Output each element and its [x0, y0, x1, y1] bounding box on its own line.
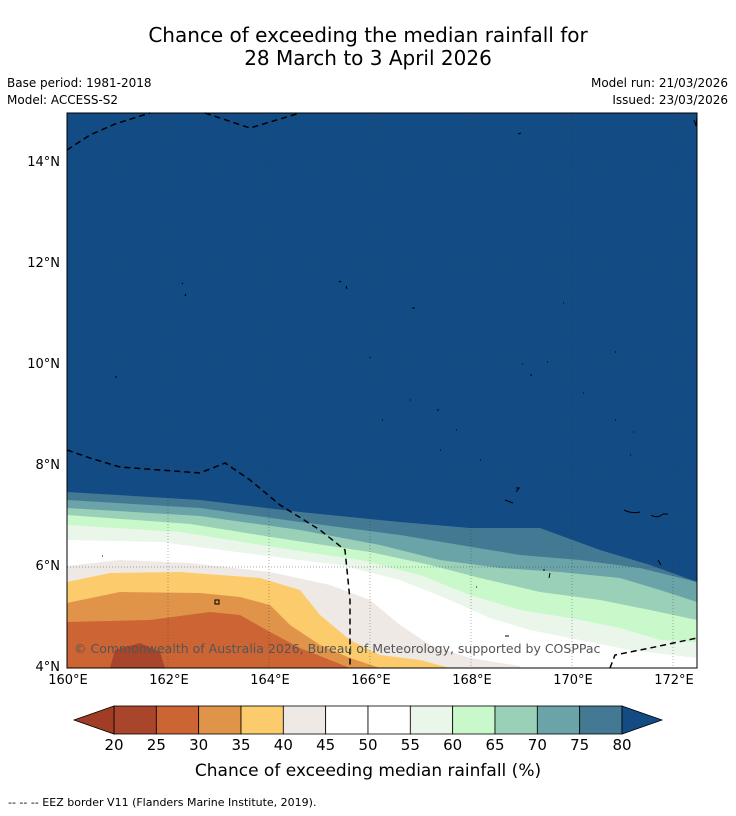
chart-title-line1: Chance of exceeding the median rainfall …: [148, 23, 588, 47]
colorbar-swatch: [240, 705, 284, 735]
colorbar-label: 35: [231, 736, 251, 754]
colorbar-swatch: [536, 705, 581, 735]
issued-date: Issued: 23/03/2026: [612, 93, 728, 107]
map-frame: [66, 112, 698, 669]
lon-tick: 160°E: [48, 673, 88, 688]
colorbar-title: Chance of exceeding median rainfall (%): [194, 761, 542, 781]
colorbar-label: 60: [443, 736, 463, 754]
colorbar: [72, 705, 664, 735]
colorbar-swatch: [409, 705, 454, 735]
colorbar-under-arrow: [72, 705, 115, 735]
lon-tick: 162°E: [149, 673, 189, 688]
lat-tick: 4°N: [35, 660, 61, 675]
colorbar-label: 40: [273, 736, 293, 754]
colorbar-label: 50: [358, 736, 378, 754]
base-period: Base period: 1981-2018: [7, 76, 152, 90]
colorbar-label: 45: [316, 736, 336, 754]
lat-tick: 6°N: [35, 559, 61, 574]
eez-borders: [66, 112, 698, 669]
model-run: Model run: 21/03/2026: [590, 76, 728, 90]
chart-title-line2: 28 March to 3 April 2026: [244, 46, 492, 70]
colorbar-label: 75: [570, 736, 590, 754]
lat-tick: 12°N: [27, 256, 60, 271]
copyright-text: © Commonwealth of Australia 2026, Bureau…: [74, 641, 600, 656]
lon-tick: 164°E: [250, 673, 290, 688]
colorbar-swatch: [282, 705, 327, 735]
band-20: [110, 643, 165, 668]
model-name: Model: ACCESS-S2: [7, 93, 119, 107]
lat-tick: 8°N: [35, 458, 61, 473]
gridlines: [67, 113, 697, 668]
colorbar-swatch: [367, 705, 411, 735]
colorbar-swatch: [452, 705, 496, 735]
colorbar-swatch: [113, 705, 157, 735]
colorbar-swatch: [155, 705, 200, 735]
colorbar-swatch: [579, 705, 623, 735]
colorbar-label: 25: [146, 736, 166, 754]
colorbar-label: 70: [527, 736, 547, 754]
lon-tick: 170°E: [553, 673, 593, 688]
lon-tick: 172°E: [654, 673, 694, 688]
lat-tick: 10°N: [27, 357, 60, 372]
colorbar-label: 20: [104, 736, 124, 754]
colorbar-swatch: [325, 705, 369, 735]
colorbar-swatch: [198, 705, 242, 735]
lon-tick: 168°E: [452, 673, 492, 688]
map-area: [66, 112, 698, 669]
eez-footnote: -- -- -- EEZ border V11 (Flanders Marine…: [8, 796, 317, 809]
colorbar-label: 65: [485, 736, 505, 754]
colorbar-label: 80: [612, 736, 632, 754]
lat-tick: 14°N: [27, 155, 60, 170]
colorbar-label: 30: [189, 736, 209, 754]
islands: [102, 115, 698, 637]
colorbar-label: 55: [400, 736, 420, 754]
lon-tick: 166°E: [351, 673, 391, 688]
colorbar-swatch: [494, 705, 538, 735]
colorbar-over-arrow: [621, 705, 664, 735]
